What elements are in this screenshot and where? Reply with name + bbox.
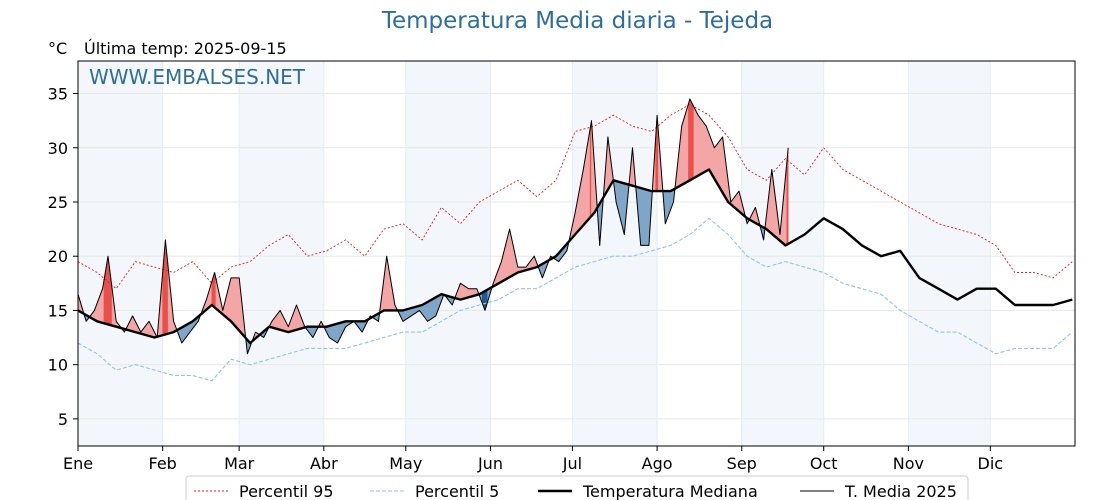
x-axis-ticks: Ene Feb Mar Abr May Jun Jul Ago Sep Oct Nov Dic [63, 446, 1003, 473]
median-line [77, 168, 1073, 345]
x-tick-label: Mar [224, 454, 255, 473]
y-tick-label: 25 [48, 193, 68, 212]
p5-line [77, 217, 1073, 382]
x-tick-label: Ene [63, 454, 93, 473]
month-band [572, 61, 658, 446]
legend-label: Temperatura Mediana [582, 482, 758, 500]
x-tick-label: Oct [810, 454, 838, 473]
month-band [78, 61, 163, 446]
last-update-label: Última temp: 2025-09-15 [84, 39, 287, 58]
y-tick-label: 30 [48, 139, 68, 158]
series-lines [77, 98, 1073, 382]
x-tick-label: Feb [149, 454, 177, 473]
legend-label: Percentil 95 [239, 482, 334, 500]
y-unit-label: °C [48, 39, 68, 58]
legend: Percentil 95 Percentil 5 Temperatura Media… [185, 475, 969, 500]
x-tick-label: Nov [893, 454, 924, 473]
month-band [741, 61, 824, 446]
p95-line [77, 103, 1073, 290]
x-tick-label: Jul [562, 454, 582, 473]
x-tick-label: Abr [310, 454, 338, 473]
x-tick-label: Sep [727, 454, 757, 473]
legend-label: T. Media 2025 [844, 482, 957, 500]
plot-frame [77, 60, 1076, 447]
x-tick-label: Ago [642, 454, 673, 473]
watermark: WWW.EMBALSES.NET [89, 65, 306, 89]
x-tick-label: Jun [477, 454, 503, 473]
month-band [239, 61, 324, 446]
legend-label: Percentil 5 [415, 482, 499, 500]
month-band [405, 61, 491, 446]
x-tick-label: May [389, 454, 422, 473]
chart-title: Temperatura Media diaria - Tejeda [381, 8, 774, 34]
y-tick-label: 5 [58, 410, 68, 429]
legend-box [185, 475, 969, 500]
x-tick-label: Dic [978, 454, 1004, 473]
y-tick-label: 35 [48, 85, 68, 104]
y-tick-label: 10 [48, 356, 68, 375]
y-axis-ticks: 5 10 15 20 25 30 35 [48, 85, 78, 429]
y-tick-label: 20 [48, 247, 68, 266]
year-2025-line [77, 98, 789, 355]
y-tick-label: 15 [48, 301, 68, 320]
month-band [908, 61, 991, 446]
month-bands [78, 61, 991, 446]
